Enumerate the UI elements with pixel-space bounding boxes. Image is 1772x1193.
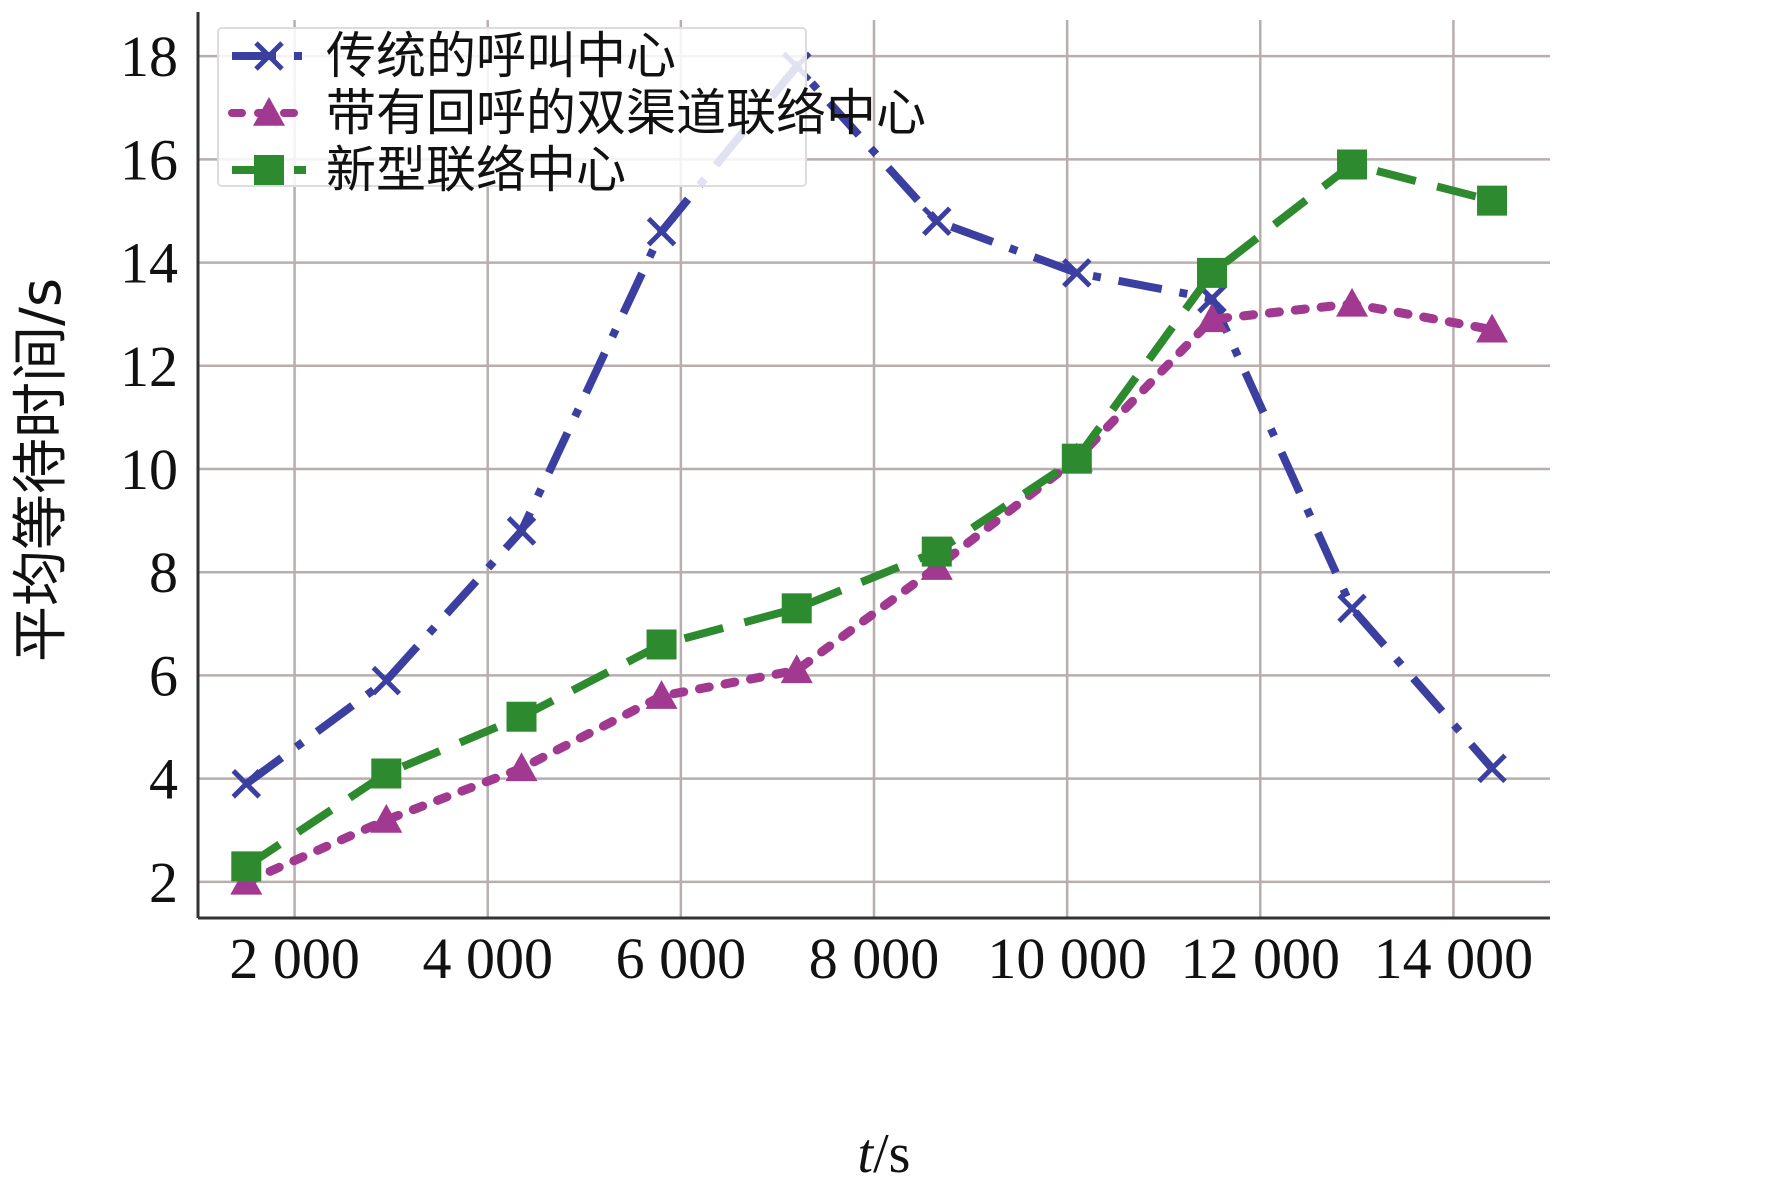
data-point — [1062, 258, 1092, 288]
y-tick-label: 6 — [149, 643, 178, 708]
data-point — [231, 851, 262, 882]
x-tick-label: 6 000 — [616, 926, 747, 991]
legend-label: 传统的呼叫中心 — [326, 27, 676, 85]
data-point — [921, 536, 952, 567]
data-point — [1336, 287, 1369, 317]
x-tick-label: 8 000 — [809, 926, 940, 991]
data-point — [1337, 593, 1367, 624]
legend-box — [217, 27, 807, 187]
legend-swatch-marker — [254, 41, 284, 71]
y-tick-label: 2 — [149, 850, 178, 915]
data-point — [645, 680, 678, 709]
y-tick-label: 14 — [120, 231, 178, 296]
y-axis-label: 平均等待时间/s — [9, 278, 74, 662]
data-point — [1061, 443, 1092, 474]
y-tick-label: 12 — [120, 334, 178, 399]
legend-item: 带有回呼的双渠道联络中心 — [228, 84, 926, 142]
data-point — [780, 654, 813, 684]
x-tick-label: 12 000 — [1181, 926, 1341, 991]
legend-label: 新型联络中心 — [326, 141, 626, 199]
data-point — [506, 701, 537, 732]
x-tick-label: 2 000 — [229, 926, 360, 991]
data-point — [371, 758, 402, 789]
x-tick-label: 10 000 — [987, 926, 1147, 991]
series-0 — [231, 51, 1507, 799]
data-point — [370, 803, 403, 833]
tick-labels: 2 000 4 000 6 000 8 000 10 000 12 000 14 000 2 4… — [120, 24, 1533, 991]
legend-item: 传统的呼叫中心 — [232, 27, 676, 85]
data-point — [1197, 257, 1227, 288]
data-point — [922, 206, 952, 237]
legend-swatch-marker — [254, 155, 284, 185]
data-point — [646, 216, 677, 247]
data-point — [1477, 753, 1507, 784]
axes — [196, 12, 1550, 920]
x-tick-label: 14 000 — [1374, 926, 1534, 991]
x-tick-label: 4 000 — [422, 926, 553, 991]
data-point — [506, 516, 537, 546]
data-point — [1337, 149, 1368, 180]
y-tick-label: 18 — [120, 24, 178, 89]
y-tick-label: 4 — [149, 747, 178, 812]
y-tick-label: 16 — [120, 127, 178, 192]
y-tick-label: 10 — [120, 437, 178, 502]
x-axis-label-variable: t — [858, 1123, 875, 1185]
legend-label: 带有回呼的双渠道联络中心 — [326, 84, 926, 142]
x-axis-label: t/s — [858, 1123, 911, 1185]
legend-item: 新型联络中心 — [232, 141, 626, 199]
series-line — [243, 60, 1496, 788]
data-series — [230, 51, 1509, 895]
data-point — [1476, 313, 1509, 343]
data-point — [646, 629, 677, 660]
series-1 — [230, 287, 1509, 895]
series-line — [244, 160, 1494, 870]
data-point — [781, 593, 812, 624]
series-2 — [231, 149, 1508, 882]
data-point — [231, 769, 262, 799]
y-tick-label: 8 — [149, 540, 178, 605]
data-point — [1196, 303, 1228, 333]
data-point — [505, 752, 538, 782]
legend-swatch-marker — [253, 97, 285, 126]
series-line — [241, 299, 1497, 887]
data-point — [1477, 185, 1508, 216]
x-axis-label-unit: /s — [873, 1123, 910, 1185]
data-point — [371, 665, 402, 696]
